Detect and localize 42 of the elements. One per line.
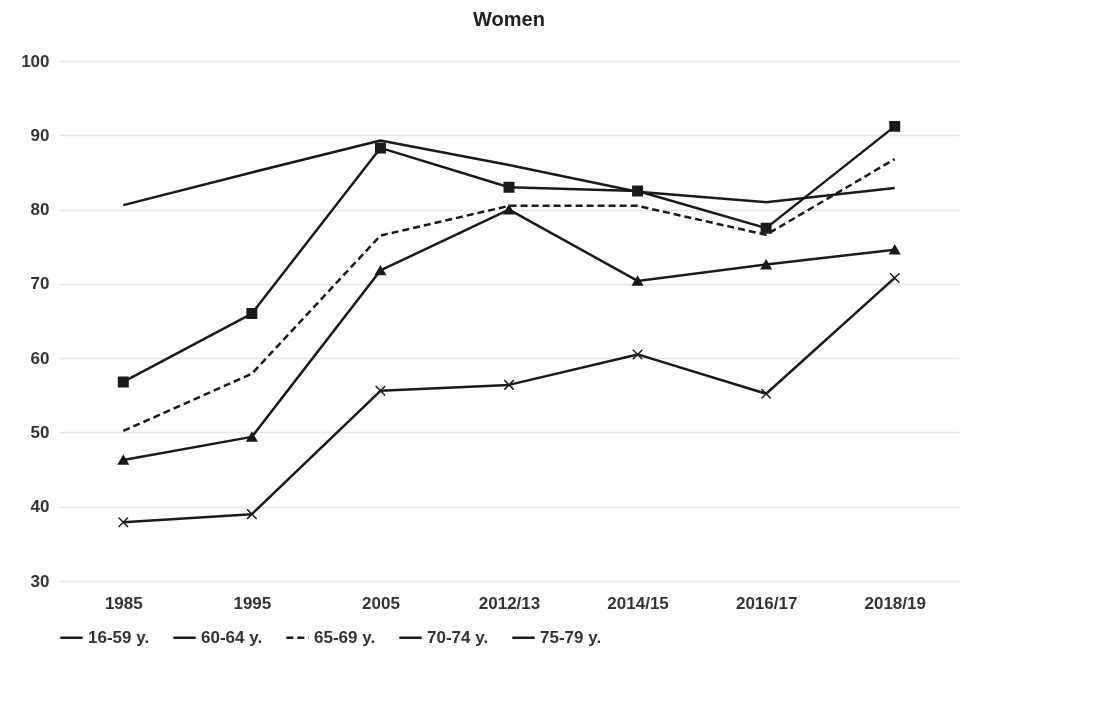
point xyxy=(889,120,901,132)
legend-label: 75-79 y. xyxy=(540,627,602,647)
y-tick-label: 70 xyxy=(30,274,50,294)
point xyxy=(632,185,644,197)
point xyxy=(374,265,386,276)
point xyxy=(632,276,644,286)
point xyxy=(503,379,515,391)
point xyxy=(889,272,901,284)
point xyxy=(374,385,386,397)
point xyxy=(760,222,772,234)
y-tick-label: 30 xyxy=(30,571,50,591)
y-tick-label: 50 xyxy=(30,422,50,442)
y-tick-label: 40 xyxy=(30,497,50,517)
x-tick-label: 2018/19 xyxy=(864,593,926,613)
y-tick-label: 60 xyxy=(30,348,50,368)
point xyxy=(632,348,644,360)
point xyxy=(760,259,772,270)
x-tick-label: 2014/15 xyxy=(607,593,669,613)
y-tick-label: 100 xyxy=(21,51,50,71)
y-tick-label: 80 xyxy=(30,200,50,220)
point xyxy=(117,455,129,465)
x-tick-label: 2005 xyxy=(362,593,400,613)
legend-label: 16-59 y. xyxy=(88,627,150,647)
legend-label: 65-69 y. xyxy=(314,627,376,647)
point xyxy=(117,516,129,528)
point xyxy=(374,142,386,154)
point xyxy=(760,388,772,400)
x-tick-label: 1985 xyxy=(104,593,143,613)
point xyxy=(503,181,515,193)
legend-label: 70-74 y. xyxy=(427,627,489,647)
point xyxy=(889,244,901,255)
point xyxy=(246,432,258,442)
point xyxy=(117,376,129,388)
chart-title: Women xyxy=(473,8,545,30)
point xyxy=(246,508,258,520)
x-tick-label: 2012/13 xyxy=(478,593,541,613)
point xyxy=(503,204,515,215)
point xyxy=(246,308,258,320)
x-tick-label: 1995 xyxy=(233,593,272,613)
legend-label: 60-64 y. xyxy=(201,627,263,647)
y-tick-label: 90 xyxy=(30,125,50,145)
x-tick-label: 2016/17 xyxy=(735,593,798,613)
